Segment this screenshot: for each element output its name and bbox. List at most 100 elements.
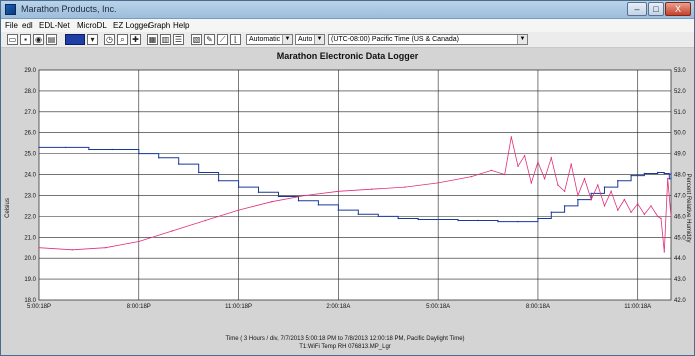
humidity-point	[138, 240, 140, 243]
menu-help[interactable]: Help	[173, 21, 190, 30]
timezone-select[interactable]: (UTC-08:00) Pacific Time (US & Canada) ▼	[328, 34, 528, 45]
temperature-point	[417, 218, 419, 221]
y-tick-label: 19.0	[24, 277, 36, 283]
temperature-point	[158, 157, 160, 159]
chart-icon[interactable]: ▧	[191, 34, 202, 45]
dropdown-icon[interactable]: ▾	[87, 34, 98, 45]
humidity-point	[650, 205, 652, 207]
y2-tick-label: 42.0	[674, 298, 686, 304]
y2-tick-label: 44.0	[674, 256, 686, 262]
humidity-point	[577, 194, 579, 197]
temperature-point	[590, 192, 592, 195]
temperature-point	[577, 198, 579, 201]
humidity-point	[643, 213, 646, 215]
x-axis-label: Time ( 3 Hours / div, 7/7/2013 5:00:18 P…	[225, 336, 464, 342]
x-tick-label: 8:00:18P	[127, 304, 151, 310]
camera-icon[interactable]: ◉	[33, 34, 44, 45]
list-icon[interactable]: ☰	[173, 34, 184, 45]
auto-mode-value: Auto	[298, 36, 313, 43]
temperature-point	[111, 148, 113, 151]
title-bar[interactable]: Marathon Products, Inc. – □ X	[1, 1, 694, 19]
x-tick-label: 8:00:18A	[526, 304, 550, 310]
y2-tick-label: 47.0	[674, 193, 686, 199]
temperature-point	[657, 171, 659, 174]
menu-file[interactable]: File	[5, 21, 18, 30]
humidity-point	[623, 198, 626, 201]
temperature-point	[497, 220, 499, 223]
humidity-point	[370, 188, 373, 190]
y-tick-label: 29.0	[24, 68, 36, 74]
menu-ez-logger[interactable]: EZ Logger	[113, 21, 151, 30]
auto-mode-select[interactable]: Auto ▼	[295, 34, 325, 45]
temperature-point	[668, 178, 670, 180]
magnify-icon[interactable]: ⌕	[117, 34, 128, 45]
close-button[interactable]: X	[665, 2, 691, 16]
humidity-point	[667, 178, 669, 180]
humidity-point	[510, 136, 512, 138]
crosshair-icon[interactable]: ✚	[130, 34, 141, 45]
y-axis-label: Celsius	[5, 198, 11, 218]
x-tick-label: 2:00:18A	[326, 304, 350, 310]
temperature-point	[617, 180, 619, 182]
temperature-point	[198, 171, 200, 174]
table-icon[interactable]: ▦	[147, 34, 158, 45]
y-tick-label: 25.0	[24, 152, 36, 158]
humidity-point	[204, 219, 206, 222]
y2-tick-label: 50.0	[674, 131, 686, 137]
x-tick-label: 5:00:18A	[426, 304, 450, 310]
humidity-point	[71, 249, 74, 251]
y-tick-label: 27.0	[24, 110, 36, 116]
app-logo-icon	[5, 4, 16, 15]
menu-edl[interactable]: edl	[22, 21, 33, 30]
temperature-point	[643, 172, 646, 175]
temperature-point	[317, 204, 320, 206]
toolbar: ▭ ▪ ◉ ▤ ▾ ◷ ⌕ ✚ ▦ ▥ ☰ ▧ ✎ ⟋ ⌊ Automatic …	[1, 32, 694, 48]
print-icon[interactable]: ▤	[46, 34, 57, 45]
y2-tick-label: 51.0	[674, 110, 686, 116]
clock-icon[interactable]: ◷	[104, 34, 115, 45]
y2-tick-label: 49.0	[674, 152, 686, 158]
minimize-button[interactable]: –	[627, 2, 647, 16]
temperature-point	[563, 205, 566, 207]
menu-graph[interactable]: Graph	[148, 21, 171, 30]
x-tick-label: 5:00:18P	[27, 304, 51, 310]
open-folder-icon[interactable]: ▭	[7, 34, 18, 45]
humidity-point	[657, 215, 659, 218]
maximize-button[interactable]: □	[648, 2, 664, 16]
humidity-point	[550, 157, 552, 159]
temperature-point	[603, 186, 606, 188]
y2-tick-label: 43.0	[674, 277, 686, 283]
chevron-down-icon: ▼	[517, 35, 527, 44]
line-icon[interactable]: ⟋	[217, 34, 228, 45]
temperature-point	[550, 211, 552, 213]
plot-area[interactable]	[38, 69, 672, 301]
menu-edl-net[interactable]: EDL-Net	[39, 21, 70, 30]
humidity-point	[104, 247, 107, 249]
menu-microdl[interactable]: MicroDL	[77, 21, 107, 30]
chevron-down-icon: ▼	[314, 35, 324, 44]
pen-icon[interactable]: ✎	[204, 34, 215, 45]
temperature-point	[257, 191, 260, 193]
temperature-point	[38, 146, 40, 149]
temperature-point	[357, 213, 359, 215]
data-logger-chart[interactable]: 29.0 28.0 27.0 26.0 25.0 24.0 23.0 22.0 21.0 20.0…	[1, 48, 694, 355]
y-tick-label: 28.0	[24, 89, 36, 95]
temperature-point	[537, 217, 539, 220]
humidity-point	[517, 165, 519, 167]
humidity-point	[570, 163, 572, 165]
temperature-point	[437, 218, 439, 221]
grid-icon[interactable]: ▥	[160, 34, 171, 45]
timezone-value: (UTC-08:00) Pacific Time (US & Canada)	[331, 36, 459, 43]
axis-icon[interactable]: ⌊	[230, 34, 241, 45]
scale-mode-select[interactable]: Automatic ▼	[246, 34, 293, 45]
humidity-point	[237, 209, 240, 211]
humidity-point	[38, 247, 40, 249]
x-tick-label: 11:00:18P	[225, 304, 252, 310]
color-bar-icon[interactable]	[65, 34, 85, 45]
y-tick-label: 18.0	[24, 298, 36, 304]
humidity-point	[337, 190, 340, 192]
humidity-point	[271, 201, 273, 203]
temperature-point	[630, 174, 632, 177]
save-icon[interactable]: ▪	[20, 34, 31, 45]
chart-title: Marathon Electronic Data Logger	[276, 51, 419, 61]
